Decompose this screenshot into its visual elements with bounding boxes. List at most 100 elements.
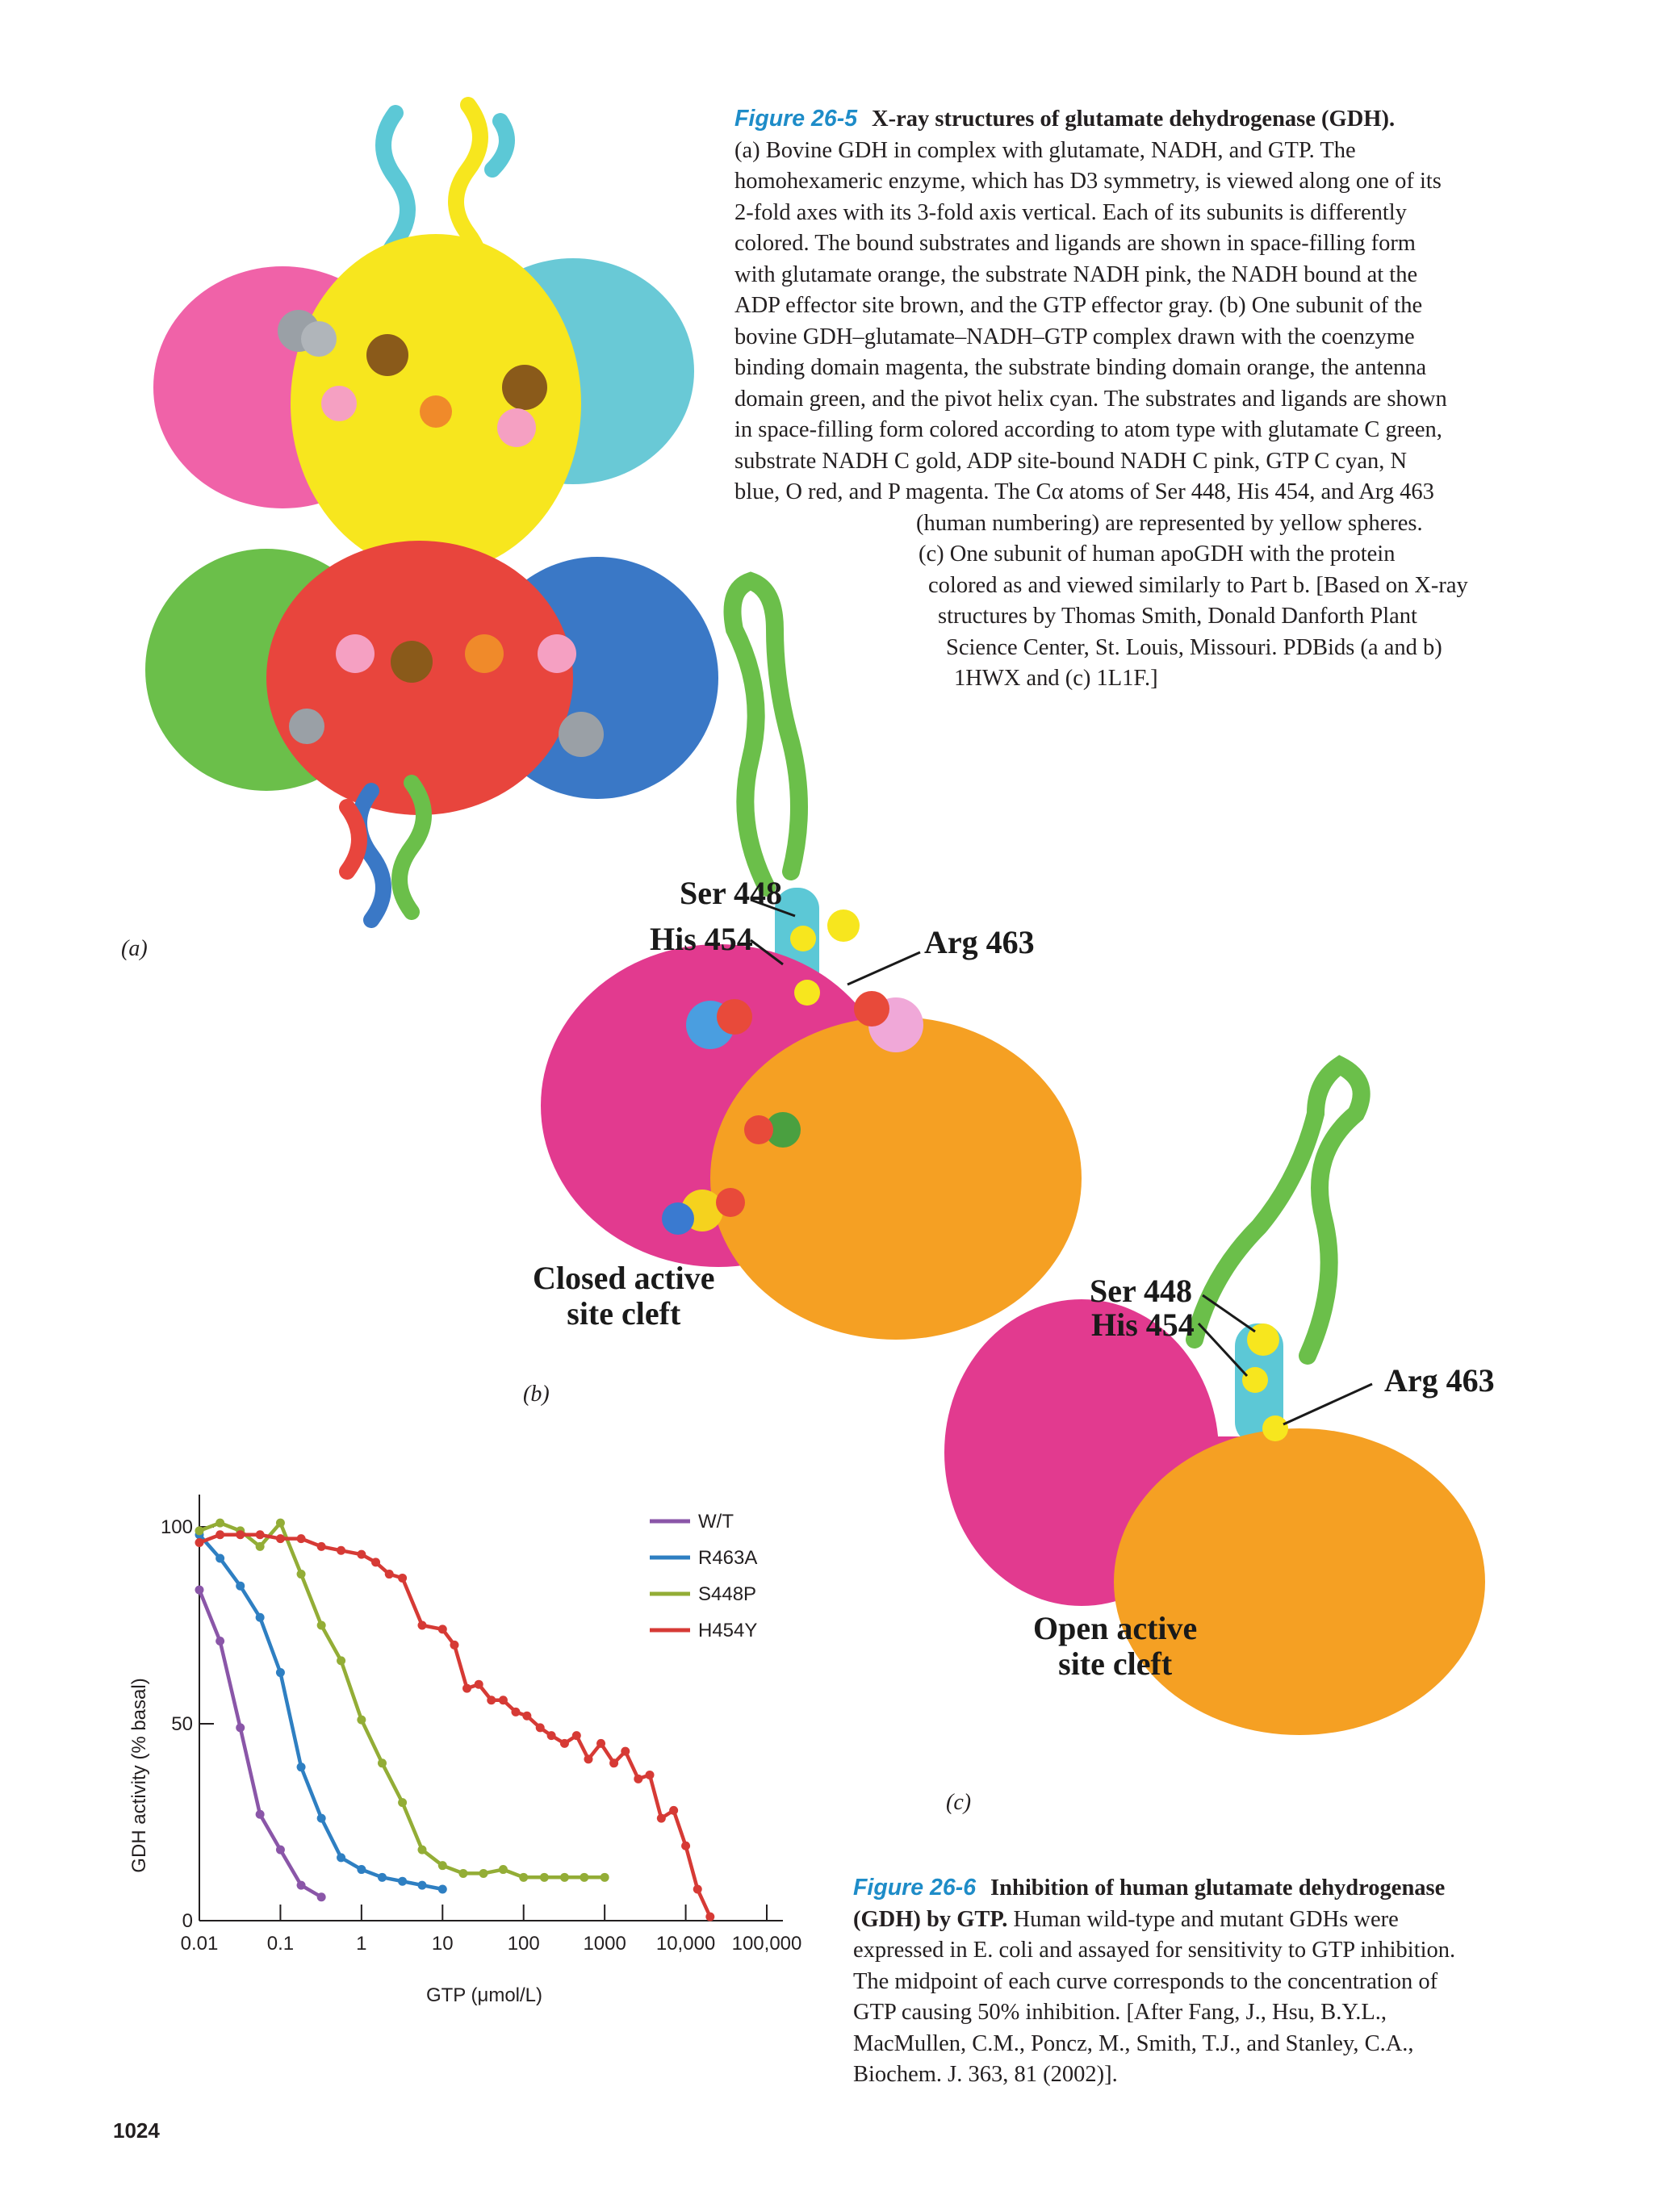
legend-label-r463a: R463A — [698, 1547, 757, 1569]
data-point-r463a — [216, 1553, 225, 1563]
x-tick-label: 10,000 — [656, 1933, 715, 1955]
label-arg-463-b: Arg 463 — [924, 924, 1035, 960]
series-line-w-t — [197, 1589, 323, 1899]
data-point-w-t — [236, 1723, 245, 1733]
caption-line: domain green, and the pivot helix cyan. … — [734, 386, 1447, 412]
caption-line: homohexameric enzyme, which has D3 symme… — [734, 169, 1442, 194]
figure-26-6-caption: Figure 26-6 Inhibition of human glutamate… — [853, 1872, 1628, 2091]
caption-line: expressed in E. coli and assayed for sen… — [853, 1938, 1456, 1963]
data-point-s448p — [377, 1758, 387, 1768]
caption-line: blue, O red, and P magenta. The Cα atoms… — [734, 479, 1434, 504]
data-point-h454y — [522, 1711, 532, 1721]
series-s448p — [195, 1518, 609, 1882]
data-point-w-t — [275, 1845, 285, 1854]
data-point-h454y — [417, 1620, 427, 1630]
caption-line: 2-fold axes with its 3-fold axis vertica… — [734, 199, 1407, 225]
data-point-r463a — [377, 1872, 387, 1882]
x-axis-label: GTP (μmol/L) — [426, 1984, 542, 2006]
caption-line: bovine GDH–glutamate–NADH–GTP complex dr… — [734, 324, 1415, 349]
data-point-r463a — [236, 1581, 245, 1591]
label-ser-448-b: Ser 448 — [680, 875, 783, 911]
caption-line: in space-filling form colored according … — [734, 417, 1442, 442]
data-point-s448p — [316, 1620, 326, 1630]
figure-title-cont: (GDH) by GTP. — [853, 1906, 1008, 1932]
data-point-h454y — [236, 1530, 245, 1540]
x-tick-label: 10 — [432, 1933, 454, 1955]
data-point-s448p — [458, 1868, 468, 1878]
data-point-w-t — [316, 1892, 326, 1902]
data-point-h454y — [498, 1696, 508, 1705]
caption-line: (human numbering) are represented by yel… — [916, 510, 1423, 536]
data-point-r463a — [398, 1876, 408, 1886]
caption-line: The midpoint of each curve corresponds t… — [853, 1968, 1438, 1994]
x-tick-label: 100 — [508, 1933, 540, 1955]
panel-b-label: (b) — [523, 1382, 550, 1407]
chart-axes: 0.01 0.1 1 10 100 1000 10,000 100,000 0 50 100 — [161, 1495, 801, 1955]
data-point-h454y — [634, 1774, 643, 1783]
data-point-h454y — [559, 1738, 569, 1748]
gtp-inhibition-chart: 0.01 0.1 1 10 100 1000 10,000 100,000 0 50 100 W/T… — [128, 1495, 801, 2006]
data-point-s448p — [337, 1656, 346, 1666]
data-point-w-t — [296, 1880, 306, 1890]
data-point-h454y — [609, 1758, 619, 1768]
data-point-r463a — [296, 1762, 306, 1772]
data-point-h454y — [296, 1534, 306, 1544]
data-point-h454y — [255, 1530, 265, 1540]
data-point-h454y — [474, 1679, 483, 1689]
data-point-h454y — [546, 1731, 556, 1741]
y-axis-label: GDH activity (% basal) — [128, 1678, 150, 1872]
data-point-w-t — [195, 1585, 204, 1595]
data-point-h454y — [195, 1538, 204, 1548]
data-point-r463a — [316, 1813, 326, 1823]
data-point-s448p — [580, 1872, 589, 1882]
caption-line: 1HWX and (c) 1L1F.] — [954, 666, 1158, 691]
data-point-s448p — [539, 1872, 549, 1882]
legend-label-h454y: H454Y — [698, 1620, 757, 1641]
x-tick-label: 0.1 — [267, 1933, 294, 1955]
data-point-h454y — [384, 1570, 394, 1579]
data-point-h454y — [681, 1841, 691, 1850]
data-point-h454y — [621, 1746, 630, 1756]
data-point-h454y — [462, 1683, 472, 1693]
chart-legend: W/T R463A S448P H454Y — [650, 1511, 757, 1641]
data-point-h454y — [571, 1731, 581, 1741]
chart-series — [195, 1518, 715, 1921]
data-point-s448p — [479, 1868, 488, 1878]
data-point-s448p — [398, 1798, 408, 1808]
data-point-r463a — [255, 1612, 265, 1622]
data-point-w-t — [216, 1637, 225, 1646]
figure-number: Figure 26-6 — [853, 1875, 977, 1900]
data-point-s448p — [357, 1715, 366, 1725]
data-point-s448p — [519, 1872, 529, 1882]
caption-line: Biochem. J. 363, 81 (2002)]. — [853, 2062, 1118, 2087]
caption-line: ADP effector site brown, and the GTP eff… — [734, 293, 1423, 318]
data-point-s448p — [417, 1845, 427, 1854]
label-his-454-b: His 454 — [650, 921, 753, 957]
figure-title: X-ray structures of glutamate dehydrogen… — [872, 107, 1396, 132]
caption-line: Human wild-type and mutant GDHs were — [1007, 1906, 1399, 1932]
data-point-h454y — [337, 1545, 346, 1555]
caption-line: structures by Thomas Smith, Donald Danfo… — [938, 604, 1417, 629]
label-closed-cleft-line2: site cleft — [567, 1295, 681, 1332]
data-point-r463a — [437, 1884, 447, 1894]
series-h454y — [195, 1530, 715, 1921]
data-point-h454y — [645, 1770, 655, 1779]
caption-line: with glutamate orange, the substrate NAD… — [734, 261, 1418, 287]
data-point-r463a — [275, 1668, 285, 1678]
y-tick-label: 100 — [161, 1516, 193, 1538]
data-point-h454y — [357, 1549, 366, 1559]
data-point-h454y — [705, 1912, 715, 1921]
data-point-s448p — [498, 1865, 508, 1875]
legend-label-w-t: W/T — [698, 1511, 734, 1533]
caption-line: colored. The bound substrates and ligand… — [734, 231, 1416, 256]
caption-line: (c) One subunit of human apoGDH with the… — [919, 542, 1396, 567]
data-point-s448p — [296, 1570, 306, 1579]
data-point-h454y — [596, 1738, 606, 1748]
label-arg-463-c: Arg 463 — [1384, 1362, 1495, 1399]
data-point-s448p — [216, 1518, 225, 1528]
data-point-h454y — [487, 1696, 496, 1705]
caption-line: Science Center, St. Louis, Missouri. PDB… — [946, 634, 1442, 660]
x-tick-label: 1000 — [583, 1933, 626, 1955]
gdh-hexamer-illustration — [145, 97, 718, 928]
caption-title-line-2: (GDH) by GTP. Human wild-type and mutant… — [853, 1905, 1628, 1936]
